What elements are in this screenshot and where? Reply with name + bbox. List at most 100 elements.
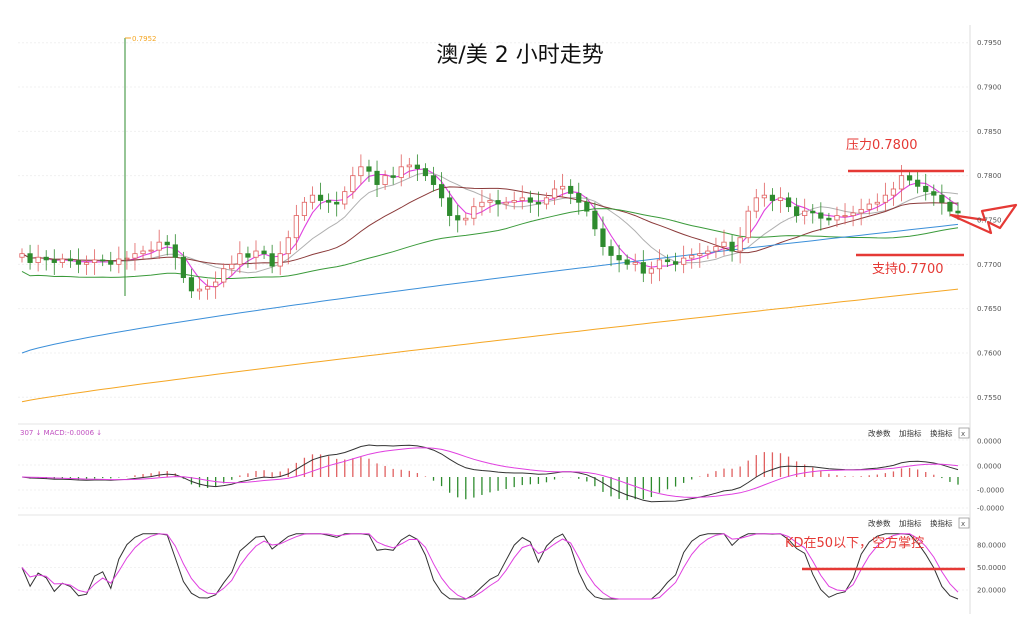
resistance-label: 压力0.7800 xyxy=(846,138,918,153)
kd-switch-indicator-button[interactable]: 换指标 xyxy=(930,518,953,528)
candle-body xyxy=(59,258,65,263)
candle-body xyxy=(196,288,203,292)
candle-body xyxy=(794,206,800,216)
macd-close-button[interactable] xyxy=(958,427,970,439)
candle-body xyxy=(229,263,235,270)
price-tick-label: 0.7650 xyxy=(977,305,1002,313)
macd-edit-params-button[interactable]: 改参数 xyxy=(868,428,891,438)
candle-body xyxy=(487,200,493,203)
candle-body xyxy=(858,208,864,214)
ma-blue-line xyxy=(21,223,959,354)
candle-body xyxy=(140,250,146,255)
price-tick-label: 0.7700 xyxy=(977,261,1002,269)
candle-body xyxy=(285,237,291,255)
candle-body xyxy=(253,250,259,258)
main-grid xyxy=(18,42,970,398)
macd-add-indicator-button[interactable]: 加指标 xyxy=(899,428,922,438)
candle-body xyxy=(535,201,542,205)
ma-orange-line xyxy=(21,288,959,403)
candle-body xyxy=(842,215,848,217)
candle-body xyxy=(398,166,404,178)
candle-body xyxy=(592,210,598,230)
candle-body xyxy=(818,212,824,219)
candle-body xyxy=(326,200,332,203)
support-line: 支持0.7700 xyxy=(856,253,964,277)
candle-body xyxy=(100,259,106,262)
candle-body xyxy=(640,262,646,274)
candle-body xyxy=(608,246,614,256)
candle-body xyxy=(729,241,735,252)
candle-body xyxy=(358,166,364,177)
candle-body xyxy=(479,201,485,208)
macd-histogram xyxy=(29,452,959,501)
kd-panel: 改参数 加指标 换指标 x 80.0000 50.0000 20.0000 KD在5… xyxy=(18,514,1006,600)
kd-grid xyxy=(18,544,970,591)
candle-body xyxy=(27,253,33,263)
candle-body xyxy=(463,217,469,221)
candle-body xyxy=(551,188,558,199)
macd-switch-indicator-button[interactable]: 换指标 xyxy=(930,428,953,438)
candle-body xyxy=(664,259,671,263)
kd-tick-label: 20.0000 xyxy=(977,587,1006,595)
candle-body xyxy=(390,175,396,178)
candle-body xyxy=(406,164,412,168)
macd-close-icon: x xyxy=(961,430,965,438)
candle-body xyxy=(116,258,122,265)
candle-body xyxy=(802,210,808,216)
candle-body xyxy=(568,185,574,194)
candle-body xyxy=(810,210,816,214)
kd-tick-label: 80.0000 xyxy=(977,542,1006,550)
candle-body xyxy=(414,164,420,169)
candle-body xyxy=(753,197,759,212)
candle-body xyxy=(874,201,880,205)
candle-body xyxy=(148,249,154,252)
candle-body xyxy=(350,175,356,193)
candle-body xyxy=(43,256,49,261)
price-tick-label: 0.7550 xyxy=(977,394,1002,402)
macd-grid xyxy=(18,439,970,509)
candle-body xyxy=(67,258,74,262)
candle-body xyxy=(213,281,219,287)
candle-body xyxy=(527,197,533,203)
price-tick-label: 0.7950 xyxy=(977,39,1002,47)
candle-body xyxy=(656,259,663,270)
ma-green-line xyxy=(21,208,959,279)
candlesticks xyxy=(19,154,961,300)
candle-body xyxy=(616,255,622,261)
chart-title: 澳/美 2 小时走势 xyxy=(436,43,603,68)
candle-body xyxy=(221,268,227,283)
candle-body xyxy=(269,253,275,267)
support-label: 支持0.7700 xyxy=(872,262,944,277)
candle-body xyxy=(713,246,719,252)
kd-close-icon: x xyxy=(961,520,965,528)
macd-dea-line xyxy=(21,447,959,498)
kd-add-indicator-button[interactable]: 加指标 xyxy=(899,518,922,528)
candle-body xyxy=(495,200,501,205)
high-spike-label: 0.7952 xyxy=(132,35,157,43)
candle-body xyxy=(75,260,82,265)
candle-body xyxy=(317,194,324,201)
price-tick-label: 0.7800 xyxy=(977,172,1002,180)
candle-body xyxy=(745,210,751,239)
kd-edit-params-button[interactable]: 改参数 xyxy=(868,518,891,528)
candle-body xyxy=(455,215,461,221)
candle-body xyxy=(293,215,299,239)
candle-body xyxy=(632,262,638,265)
candle-body xyxy=(438,184,445,199)
candle-body xyxy=(681,257,687,265)
candle-body xyxy=(769,194,776,201)
candle-body xyxy=(245,253,251,258)
macd-tick-label: -0.0000 xyxy=(977,505,1004,513)
macd-tick-label: 0.0000 xyxy=(977,463,1002,471)
kd-close-button[interactable] xyxy=(958,517,970,529)
candle-body xyxy=(430,175,437,185)
price-tick-label: 0.7750 xyxy=(977,217,1002,225)
price-tick-label: 0.7600 xyxy=(977,349,1002,357)
candle-body xyxy=(931,191,937,196)
candle-body xyxy=(721,241,727,247)
candle-body xyxy=(576,193,582,203)
candle-body xyxy=(737,237,743,252)
candle-body xyxy=(366,166,372,172)
candle-body xyxy=(777,197,784,201)
